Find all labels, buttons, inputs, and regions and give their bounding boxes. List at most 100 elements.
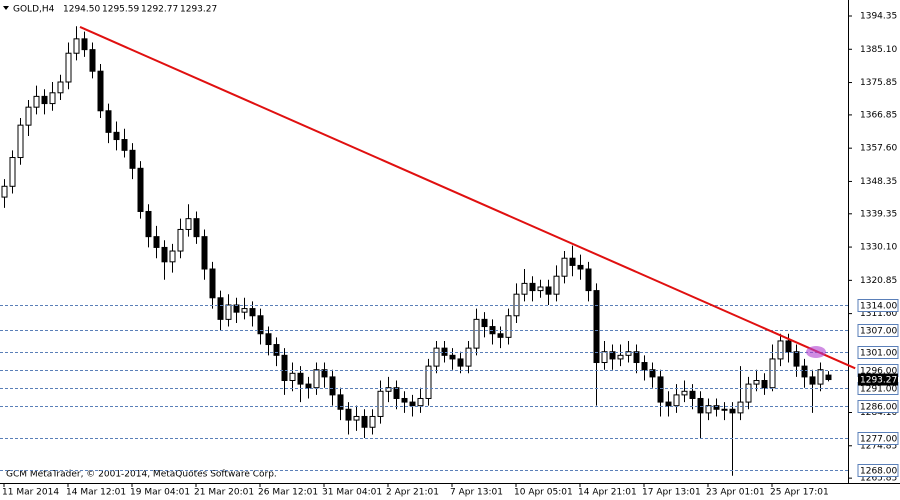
candle-body	[225, 304, 232, 320]
candle-body	[425, 365, 432, 399]
candle-body	[249, 308, 256, 317]
high-label: 1295.59	[102, 5, 139, 15]
candle-body	[649, 369, 656, 378]
level-label: 1291.00	[860, 385, 897, 395]
candle-body	[673, 394, 680, 407]
candle-body	[89, 49, 96, 72]
candle-body	[417, 397, 424, 407]
y-tick-label: 1284.10	[860, 408, 897, 418]
candle-body	[473, 318, 480, 349]
y-tick-label: 1375.85	[860, 78, 897, 88]
candle-body	[633, 351, 640, 364]
candle-body	[169, 250, 176, 263]
x-tick-label: 14 Apr 21:01	[578, 488, 637, 498]
copyright: GCM MetaTrader, © 2001-2014, MetaQuotes …	[6, 470, 277, 480]
candle-body	[337, 394, 344, 410]
y-tick-label: 1339.35	[860, 209, 897, 219]
candle-body	[657, 376, 664, 403]
candle-body	[761, 380, 768, 389]
level-box	[857, 464, 899, 477]
level-label: 1268.00	[860, 467, 897, 477]
candle-body	[545, 286, 552, 295]
candle-body	[57, 81, 64, 94]
trendline	[79, 26, 856, 370]
y-tick-label: 1366.85	[860, 110, 897, 120]
candle-body	[809, 376, 816, 385]
candle-body	[329, 376, 336, 396]
candle-body	[433, 347, 440, 367]
y-tick-label: 1385.10	[860, 45, 897, 55]
candle-body	[393, 387, 400, 399]
x-tick-label: 7 Apr 13:01	[450, 488, 503, 498]
candle-body	[777, 340, 784, 360]
candle-body	[457, 358, 464, 367]
candle-body	[577, 264, 584, 270]
candle-body	[137, 167, 144, 212]
candle-body	[201, 236, 208, 270]
plot-area	[1, 26, 832, 476]
candle-body	[49, 92, 56, 105]
x-tick-label: 25 Apr 17:01	[770, 488, 829, 498]
y-tick-label: 1357.60	[860, 144, 897, 154]
candle-body	[185, 218, 192, 230]
candle-body	[113, 131, 120, 141]
candle-body	[737, 401, 744, 414]
candle-body	[25, 106, 32, 126]
candle-body	[793, 351, 800, 367]
candle-body	[1, 185, 8, 198]
candle-body	[481, 318, 488, 328]
symbol: GOLD,H4	[13, 5, 55, 15]
current-price-box	[858, 373, 898, 386]
x-tick-label: 23 Apr 01:01	[706, 488, 765, 498]
candle-body	[33, 95, 40, 108]
y-tick-label: 1274.85	[860, 441, 897, 451]
y-tick-label: 1320.85	[860, 276, 897, 286]
open-label: 1294.50	[63, 5, 100, 15]
candle-body	[497, 333, 504, 338]
candle-body	[241, 308, 248, 313]
candle-body	[713, 405, 720, 410]
x-tick-label: 17 Apr 13:01	[642, 488, 701, 498]
candle-body	[441, 347, 448, 356]
candle-body	[817, 369, 824, 385]
candle-body	[449, 354, 456, 360]
x-tick-label: 14 Mar 12:01	[66, 488, 126, 498]
candle-body	[601, 351, 608, 364]
candle-body	[17, 124, 24, 159]
highlight-marker	[806, 346, 826, 358]
candle-body	[617, 354, 624, 360]
candle-body	[593, 290, 600, 364]
level-label: 1307.00	[860, 327, 897, 337]
candle-body	[561, 257, 568, 277]
x-tick-label: 21 Mar 20:01	[194, 488, 254, 498]
candle-body	[825, 374, 832, 381]
candle-body	[81, 38, 88, 51]
level-box	[857, 346, 899, 359]
candle-body	[233, 304, 240, 313]
candle-body	[569, 257, 576, 266]
candle-body	[209, 268, 216, 299]
candle-body	[401, 397, 408, 403]
candle-body	[105, 110, 112, 133]
candle-body	[65, 52, 72, 83]
candle-body	[377, 390, 384, 417]
candle-body	[697, 397, 704, 414]
candle-body	[465, 347, 472, 367]
level-label: 1301.00	[860, 349, 897, 359]
candle-body	[801, 365, 808, 378]
x-tick-label: 31 Mar 04:01	[322, 488, 382, 498]
candle-body	[161, 246, 168, 263]
level-label: 1296.00	[860, 367, 897, 377]
candle-body	[681, 390, 688, 396]
current-price-label: 1293.27	[860, 376, 897, 386]
candle-body	[313, 369, 320, 389]
level-label: 1286.00	[860, 403, 897, 413]
candle-body	[729, 408, 736, 414]
candle-body	[305, 383, 312, 389]
x-tick-label: 11 Mar 2014	[2, 488, 59, 498]
menu-arrow[interactable]	[3, 6, 9, 10]
candle-body	[145, 210, 152, 238]
close-label: 1293.27	[180, 5, 217, 15]
candle-body	[321, 369, 328, 378]
